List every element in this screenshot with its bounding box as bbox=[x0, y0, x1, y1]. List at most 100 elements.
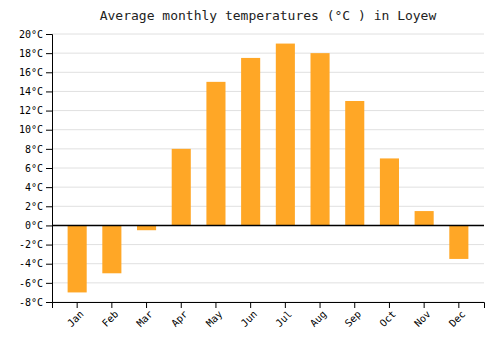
chart-title: Average monthly temperatures (°C ) in Lo… bbox=[100, 8, 437, 23]
grid-line bbox=[52, 34, 484, 35]
bar bbox=[415, 211, 434, 225]
y-tick-label: 20°C bbox=[19, 29, 43, 40]
y-tick-label: -2°C bbox=[19, 239, 43, 250]
bar bbox=[68, 225, 87, 292]
y-tick-mark bbox=[46, 283, 52, 284]
bar bbox=[102, 225, 121, 273]
x-tick-mark bbox=[458, 302, 459, 308]
bars bbox=[52, 44, 484, 293]
grid bbox=[52, 34, 484, 302]
x-tick: Apr bbox=[169, 302, 190, 329]
y-tick: 18°C bbox=[19, 48, 52, 59]
grid-line bbox=[52, 72, 484, 73]
x-tick: Nov bbox=[412, 302, 433, 329]
x-tick-mark bbox=[424, 302, 425, 308]
y-tick: 6°C bbox=[25, 163, 52, 174]
x-tick: May bbox=[204, 302, 225, 329]
bar bbox=[345, 101, 364, 225]
grid-line bbox=[52, 129, 484, 130]
grid-line bbox=[52, 187, 484, 188]
x-tick-label: Dec bbox=[447, 308, 468, 329]
y-tick-mark bbox=[46, 111, 52, 112]
x-tick-mark bbox=[320, 302, 321, 308]
x-tick-label: Aug bbox=[308, 308, 329, 329]
y-tick: 2°C bbox=[25, 201, 52, 212]
bar bbox=[311, 53, 330, 225]
x-tick: Mar bbox=[134, 302, 155, 329]
x-tick-mark bbox=[111, 302, 112, 308]
y-tick: 0°C bbox=[25, 220, 52, 231]
x-tick-mark bbox=[250, 302, 251, 308]
y-tick: 8°C bbox=[25, 144, 52, 155]
chart-svg: Average monthly temperatures (°C ) in Lo… bbox=[0, 0, 500, 350]
y-tick-mark bbox=[46, 72, 52, 73]
y-tick-mark bbox=[46, 130, 52, 131]
x-axis-line bbox=[53, 303, 485, 309]
y-tick-label: 4°C bbox=[25, 182, 43, 193]
chart-container: Average monthly temperatures (°C ) in Lo… bbox=[0, 0, 500, 350]
x-tick-label: Sep bbox=[343, 308, 364, 329]
y-tick-mark bbox=[46, 168, 52, 169]
grid-line bbox=[52, 225, 484, 226]
bar bbox=[276, 44, 295, 226]
y-tick: -8°C bbox=[19, 297, 52, 308]
bar bbox=[172, 149, 191, 226]
bar bbox=[206, 82, 225, 226]
y-tick-mark bbox=[46, 225, 52, 226]
y-tick-label: 2°C bbox=[25, 201, 43, 212]
y-tick: 12°C bbox=[19, 105, 52, 116]
x-tick: Jan bbox=[65, 302, 86, 329]
y-tick-mark bbox=[46, 91, 52, 92]
x-tick: Dec bbox=[447, 302, 468, 329]
zero-line bbox=[52, 225, 484, 227]
grid-line bbox=[52, 53, 484, 54]
x-tick-mark bbox=[77, 302, 78, 308]
y-tick-mark bbox=[46, 149, 52, 150]
x-tick-label: Jul bbox=[273, 308, 294, 329]
x-tick-mark bbox=[354, 302, 355, 308]
y-tick: 20°C bbox=[19, 29, 52, 40]
y-tick-mark bbox=[46, 245, 52, 246]
x-tick: Sep bbox=[343, 302, 364, 329]
y-tick-mark bbox=[46, 264, 52, 265]
y-tick-label: 16°C bbox=[19, 67, 43, 78]
y-tick-mark bbox=[46, 53, 52, 54]
x-tick-mark bbox=[146, 302, 147, 308]
x-tick: Jul bbox=[273, 302, 294, 329]
x-tick-mark bbox=[181, 302, 182, 308]
y-tick-label: 0°C bbox=[25, 220, 43, 231]
y-tick-label: -8°C bbox=[19, 297, 43, 308]
x-tick-label: Nov bbox=[412, 308, 433, 329]
y-tick: -4°C bbox=[19, 258, 52, 269]
x-tick-mark bbox=[285, 302, 286, 308]
bar bbox=[380, 158, 399, 225]
grid-line bbox=[52, 91, 484, 92]
bar bbox=[241, 58, 260, 226]
x-tick: Feb bbox=[100, 302, 121, 329]
y-tick: -2°C bbox=[19, 239, 52, 250]
y-axis: -8°C -6°C -4°C -2°C 0°C 2°C 4°C 6°C 8°C 10°C 12°C 1… bbox=[19, 29, 53, 308]
x-tick-label: Oct bbox=[377, 308, 398, 329]
y-tick-label: -4°C bbox=[19, 258, 43, 269]
y-tick-label: -6°C bbox=[19, 278, 43, 289]
y-tick-mark bbox=[46, 187, 52, 188]
y-tick-label: 12°C bbox=[19, 105, 43, 116]
x-tick-mark bbox=[389, 302, 390, 308]
y-tick-label: 18°C bbox=[19, 48, 43, 59]
x-tick-label: Jan bbox=[65, 308, 86, 329]
y-tick-label: 6°C bbox=[25, 163, 43, 174]
x-tick-label: Jun bbox=[239, 308, 260, 329]
x-tick-label: Mar bbox=[134, 308, 155, 329]
y-tick: 14°C bbox=[19, 86, 52, 97]
y-tick: 16°C bbox=[19, 67, 52, 78]
grid-line bbox=[52, 206, 484, 207]
grid-line bbox=[52, 168, 484, 169]
y-tick: -6°C bbox=[19, 278, 52, 289]
x-tick: Jun bbox=[239, 302, 260, 329]
grid-line bbox=[52, 282, 484, 283]
x-tick: Aug bbox=[308, 302, 329, 329]
y-tick-mark bbox=[46, 34, 52, 35]
y-tick: 10°C bbox=[19, 124, 52, 135]
grid-line bbox=[52, 148, 484, 149]
plot-area: -8°C -6°C -4°C -2°C 0°C 2°C 4°C 6°C 8°C 10°C 12°C 1… bbox=[19, 29, 485, 329]
